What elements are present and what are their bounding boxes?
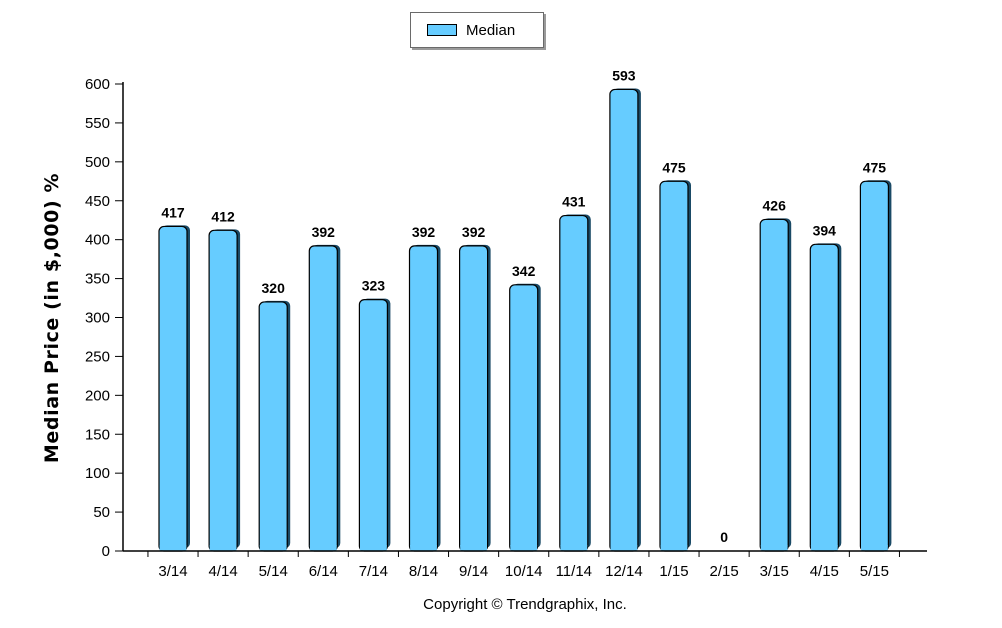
x-tick-label: 6/14 <box>309 563 338 580</box>
x-tick-label: 4/14 <box>208 563 237 580</box>
legend-label-median: Median <box>466 22 516 39</box>
bar-base <box>560 545 588 551</box>
bar-body <box>859 180 890 552</box>
bar <box>859 180 892 552</box>
bar-body <box>659 180 689 552</box>
bar <box>609 88 641 552</box>
x-tick-label: 11/14 <box>556 563 592 580</box>
bar <box>408 244 441 552</box>
bar <box>559 214 591 552</box>
bar-base <box>861 545 888 551</box>
bar <box>258 300 291 552</box>
data-label: 593 <box>612 67 636 83</box>
bar <box>208 229 241 552</box>
y-tick-label: 400 <box>85 232 110 249</box>
y-tick-label: 600 <box>85 76 110 93</box>
x-tick-label: 3/15 <box>760 563 789 580</box>
data-label: 392 <box>462 224 486 240</box>
data-label: 0 <box>720 529 728 545</box>
bar-base <box>410 545 437 551</box>
x-tick-label: 4/15 <box>810 563 839 580</box>
y-tick-label: 50 <box>93 504 110 521</box>
data-label: 475 <box>662 159 686 175</box>
bar-body <box>559 214 589 552</box>
x-tick-label: 5/14 <box>259 563 288 580</box>
y-tick-label: 300 <box>85 310 110 327</box>
x-tick-label: 1/15 <box>659 563 688 580</box>
bar-base <box>460 545 487 551</box>
bar-body <box>308 245 338 552</box>
bar-body <box>358 298 388 552</box>
bar <box>308 244 341 552</box>
data-label: 431 <box>562 194 586 210</box>
data-label: 342 <box>512 263 536 279</box>
bar-base <box>259 545 287 551</box>
bar-base <box>309 545 337 551</box>
y-tick-label: 550 <box>85 115 110 132</box>
x-tick-label: 7/14 <box>359 563 388 580</box>
bar <box>509 283 541 552</box>
bar-body <box>258 301 288 552</box>
bar-body <box>609 88 639 552</box>
y-tick-label: 200 <box>85 387 110 404</box>
x-tick-label: 12/14 <box>605 563 643 580</box>
bar-body <box>459 245 489 552</box>
data-label: 475 <box>863 159 887 175</box>
x-tick-label: 9/14 <box>459 563 488 580</box>
bar-base <box>360 545 387 551</box>
bar-body <box>809 243 839 552</box>
bar-base <box>660 545 688 551</box>
data-label: 392 <box>412 224 436 240</box>
data-label: 392 <box>312 224 336 240</box>
copyright-footer: Copyright © Trendgraphix, Inc. <box>423 596 627 613</box>
data-label: 323 <box>362 278 386 294</box>
x-tick-label: 10/14 <box>505 563 543 580</box>
bar-base <box>610 545 638 551</box>
bar-base <box>810 545 838 551</box>
y-tick-label: 150 <box>85 426 110 443</box>
labels-layer: 417 412 320 392 323 392 392 342 431 593 475 0 426 394… <box>161 67 886 545</box>
y-tick-label: 500 <box>85 154 110 171</box>
bar-base <box>760 545 788 551</box>
x-tick-label: 2/15 <box>709 563 738 580</box>
y-tick-label: 100 <box>85 465 110 482</box>
y-tick-label: 0 <box>102 543 110 560</box>
axes-layer: 0 50 100 150 200 250 300 350 400 450 500 550 600 3/14… <box>85 76 927 580</box>
bar-body <box>408 245 439 552</box>
bar-base <box>159 545 187 551</box>
bar <box>459 244 491 552</box>
legend-swatch-median <box>427 24 457 36</box>
bar <box>659 180 691 552</box>
x-tick-label: 5/15 <box>860 563 889 580</box>
data-label: 426 <box>763 197 787 213</box>
data-label: 412 <box>211 208 235 224</box>
bar <box>358 298 391 552</box>
y-tick-label: 450 <box>85 193 110 210</box>
data-label: 320 <box>262 280 286 296</box>
y-axis-title: Median Price (in $,000) % <box>41 172 63 464</box>
y-tick-label: 250 <box>85 348 110 365</box>
bar-base <box>209 545 237 551</box>
data-label: 417 <box>161 204 185 220</box>
bar-body <box>158 225 188 552</box>
bar-body <box>759 218 789 552</box>
legend: Median <box>410 12 544 48</box>
bar <box>809 243 842 552</box>
data-label: 394 <box>813 222 837 238</box>
x-tick-label: 8/14 <box>409 563 438 580</box>
bars-layer <box>158 88 892 552</box>
bar-base <box>510 545 538 551</box>
bar <box>158 225 190 552</box>
bar-body <box>208 229 238 552</box>
bar <box>759 218 792 552</box>
y-tick-label: 350 <box>85 271 110 288</box>
bar-body <box>509 284 539 552</box>
x-tick-label: 3/14 <box>158 563 187 580</box>
